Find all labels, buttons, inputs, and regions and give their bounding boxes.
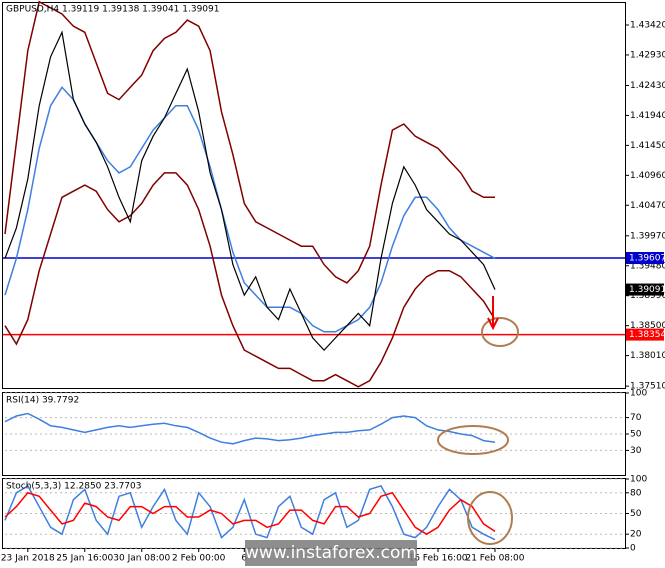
y-tick-label: 50 [630,509,642,519]
annotation-circle [481,317,519,347]
y-tick-label: 1.42930 [630,50,665,60]
annotation-circle [467,491,513,545]
x-tick-label: 6 [241,554,247,564]
chart-title: GBPUSD,H4 1.39119 1.39138 1.39041 1.3909… [6,5,219,15]
y-tick-label: 1.42430 [630,81,665,91]
y-tick-label: 1.39480 [630,261,665,271]
y-tick-label: 1.38500 [630,321,665,331]
x-tick-label: 16 Feb 16:00 [408,554,467,564]
annotation-circle [437,425,509,455]
x-tick-label: 2 Feb 00:00 [172,554,226,564]
level-label-box [626,252,664,265]
x-tick-label: 21 Feb 08:00 [465,554,524,564]
chart-title: Stoch(5,3,3) 12.2850 23.7703 [6,482,141,492]
chart-title: RSI(14) 39.7792 [6,396,79,406]
annotation-arrow [487,296,499,331]
y-tick-label: 70 [630,413,642,423]
last-price-box [626,283,664,296]
level-label: 1.38354 [629,330,665,340]
y-tick-label: 100 [630,475,647,485]
y-tick-label: 30 [630,446,642,456]
level-label: 1.39607 [629,254,665,264]
series-line [4,0,495,284]
x-tick-label: 25 Jan 16:00 [56,554,113,564]
y-tick-label: 1.39970 [630,231,665,241]
y-tick-label: 100 [630,389,647,399]
watermark: www.instaforex.com [245,543,417,563]
y-tick-label: 0 [630,544,636,554]
x-tick-label: 23 Jan 2018 [1,554,55,564]
y-tick-label: 1.40470 [630,201,665,211]
y-tick-label: 1.37510 [630,382,665,392]
series-line [4,484,496,541]
y-tick-label: 1.38010 [630,351,665,361]
level-label-box [626,328,664,341]
series-line [4,412,496,445]
y-tick-label: 20 [630,530,642,540]
y-tick-label: 1.41940 [630,111,665,121]
y-tick-label: 80 [630,488,642,498]
y-tick-label: 1.41450 [630,141,665,151]
last-price-label: 1.39091 [629,285,665,295]
y-tick-label: 1.43420 [630,21,665,31]
series-line [4,172,496,388]
y-tick-label: 1.40960 [630,171,665,181]
price-panel [2,2,626,389]
series-line [4,30,496,351]
y-tick-label: 1.38990 [630,291,665,301]
x-tick-label: 30 Jan 08:00 [113,554,170,564]
watermark-box [245,540,417,566]
series-line [4,491,496,536]
y-tick-label: 50 [630,430,642,440]
